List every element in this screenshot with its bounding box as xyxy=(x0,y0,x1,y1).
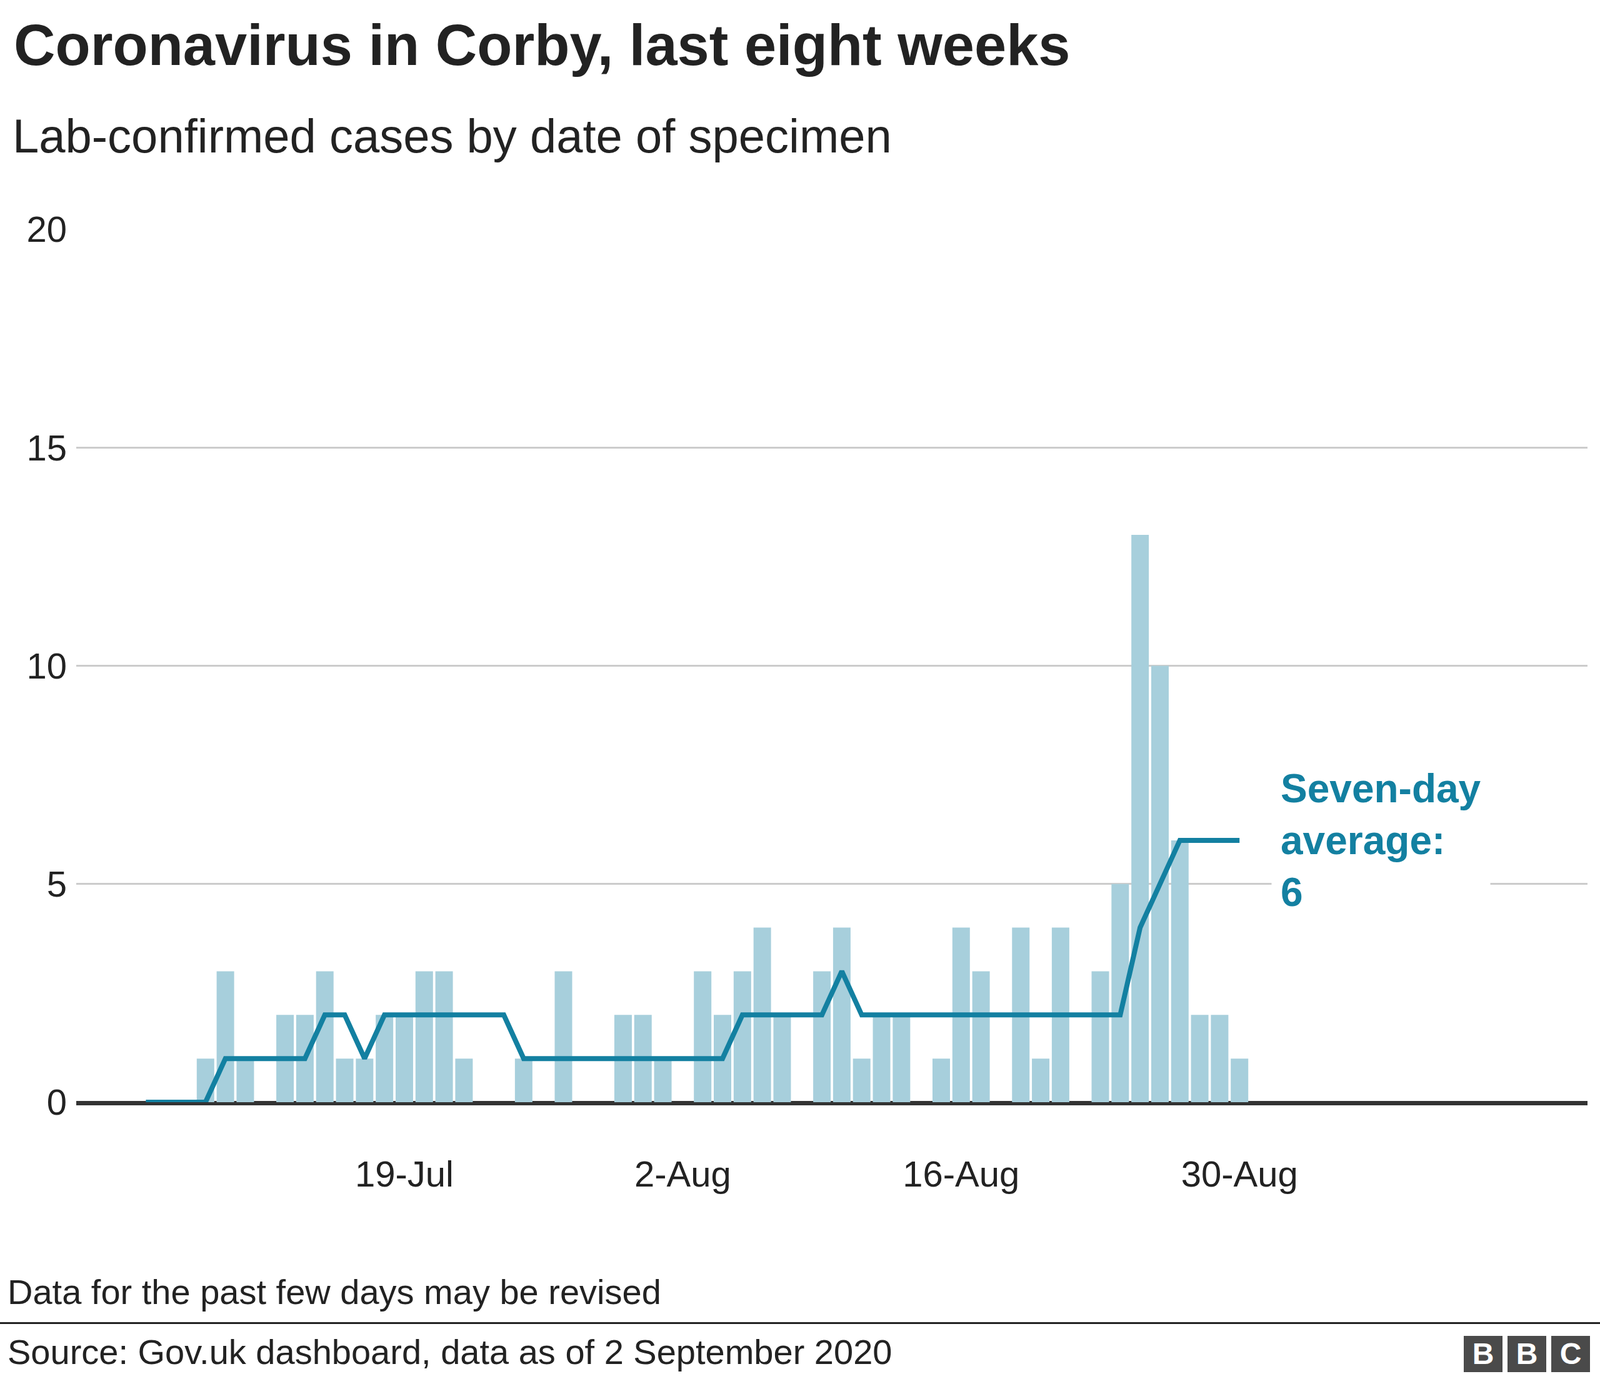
html-text:Lab-confirmed cases by date of: Lab-confirmed cases by date of specimen xyxy=(12,109,892,163)
html-text:Coronavirus in Corby, last eig: Coronavirus in Corby, last eight weeks xyxy=(13,13,1071,77)
svg-text:Seven-dayaverage:6: Seven-dayaverage:6 xyxy=(1280,766,1482,915)
html-text:B: B xyxy=(1472,1337,1494,1371)
svg-text:20: 20 xyxy=(26,208,67,250)
html-text:C: C xyxy=(1559,1337,1582,1371)
svg-text:2-Aug: 2-Aug xyxy=(634,1153,732,1195)
svg-text:5: 5 xyxy=(46,863,67,905)
svg-text:10: 10 xyxy=(26,645,67,687)
svg-text:16-Aug: 16-Aug xyxy=(902,1153,1020,1195)
html-text:B: B xyxy=(1516,1337,1538,1371)
svg-text:30-Aug: 30-Aug xyxy=(1181,1153,1299,1195)
svg-text:15: 15 xyxy=(26,427,67,469)
html-text:Data for the past few days may: Data for the past few days may be revise… xyxy=(7,1272,662,1312)
html-text:Source: Gov.uk dashboard, data: Source: Gov.uk dashboard, data as of 2 S… xyxy=(7,1332,893,1372)
svg-text:0: 0 xyxy=(46,1081,67,1123)
svg-text:19-Jul: 19-Jul xyxy=(355,1153,454,1195)
